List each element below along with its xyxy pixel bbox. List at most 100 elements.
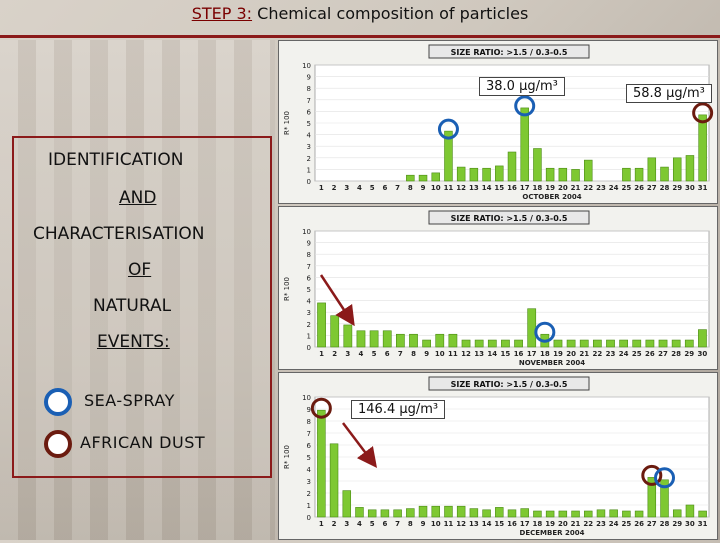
x-tick-label: 31: [698, 184, 708, 192]
x-tick-label: 9: [421, 520, 426, 528]
bar: [571, 169, 580, 182]
bar: [685, 155, 695, 182]
x-tick-label: 29: [672, 184, 682, 192]
x-tick-label: 8: [411, 350, 416, 358]
chart-panel-december: SIZE RATIO: >1.5 / 0.3-0.5 0 1 2 3 4 5 6 7 8 9 10 R*…: [278, 372, 718, 540]
x-tick-label: 14: [487, 350, 497, 358]
x-tick-label: 2: [332, 184, 337, 192]
legend-seaspray-label: SEA-SPRAY: [84, 391, 175, 410]
x-tick-label: 27: [658, 350, 668, 358]
x-tick-label: 17: [520, 184, 530, 192]
bar: [579, 339, 589, 348]
y-tick-label: 2: [307, 490, 311, 498]
bar: [395, 333, 405, 348]
x-tick-label: 25: [622, 184, 632, 192]
bar: [456, 166, 466, 182]
bar: [435, 333, 445, 348]
x-tick-label: 21: [571, 184, 581, 192]
chart-panel-october: SIZE RATIO: >1.5 / 0.3-0.5 0 1 2 3 4 5 6 7 8 9 10 R*…: [278, 40, 718, 204]
chart-december: SIZE RATIO: >1.5 / 0.3-0.5012345678910R*…: [283, 376, 710, 537]
y-tick-label: 5: [307, 286, 311, 294]
x-tick-label: 30: [685, 520, 695, 528]
bar: [622, 167, 631, 182]
y-tick-label: 10: [302, 62, 311, 70]
chart-title-box: [428, 376, 590, 391]
bar: [592, 339, 602, 348]
y-tick-label: 3: [307, 143, 311, 151]
event-circle: [514, 95, 536, 117]
x-tick-label: 14: [482, 184, 492, 192]
bar: [507, 151, 517, 182]
x-tick-label: 3: [344, 184, 349, 192]
bar: [482, 509, 491, 518]
y-axis-label: R* 100: [283, 111, 291, 135]
title-divider: [0, 35, 720, 38]
x-tick-label: 4: [359, 350, 364, 358]
bar: [698, 329, 707, 348]
bar: [584, 510, 593, 518]
bar: [645, 339, 655, 348]
bar: [444, 130, 453, 182]
bar: [596, 509, 606, 518]
bar: [545, 167, 555, 182]
x-tick-label: 12: [456, 520, 466, 528]
bar: [406, 508, 415, 518]
y-tick-label: 9: [307, 240, 311, 248]
bar: [507, 509, 517, 518]
x-tick-label: 19: [553, 350, 563, 358]
x-tick-label: 3: [344, 520, 349, 528]
event-circle: [641, 464, 663, 486]
bar: [698, 114, 707, 182]
x-tick-label: 5: [370, 184, 375, 192]
bar: [367, 509, 377, 518]
bar: [698, 510, 707, 518]
y-tick-label: 7: [307, 97, 311, 105]
x-tick-label: 15: [494, 184, 504, 192]
bar: [495, 507, 504, 518]
x-tick-label: 18: [540, 350, 550, 358]
x-tick-label: 7: [395, 520, 400, 528]
bar: [495, 165, 504, 182]
bar: [658, 339, 668, 348]
x-tick-label: 19: [545, 184, 555, 192]
x-axis-label: NOVEMBER 2004: [519, 359, 585, 367]
x-tick-label: 2: [332, 350, 337, 358]
x-tick-label: 26: [634, 520, 644, 528]
y-tick-label: 8: [307, 251, 311, 259]
bar: [558, 510, 568, 518]
x-tick-label: 24: [609, 520, 619, 528]
x-tick-label: 28: [671, 350, 681, 358]
bar: [448, 333, 458, 348]
bar: [418, 505, 428, 518]
x-tick-label: 11: [448, 350, 458, 358]
y-tick-label: 6: [307, 442, 312, 450]
bar: [487, 339, 497, 348]
y-tick-label: 2: [307, 321, 311, 329]
x-tick-label: 23: [596, 520, 606, 528]
bar: [558, 167, 568, 182]
y-tick-label: 6: [307, 108, 312, 116]
x-tick-label: 7: [395, 184, 400, 192]
x-tick-label: 9: [424, 350, 429, 358]
x-tick-label: 17: [527, 350, 537, 358]
bar: [527, 308, 537, 348]
x-tick-label: 27: [647, 520, 657, 528]
chart-title: SIZE RATIO: >1.5 / 0.3-0.5: [451, 214, 568, 223]
event-circle: [310, 397, 332, 419]
bar: [520, 107, 529, 182]
x-tick-label: 22: [583, 184, 593, 192]
bar: [566, 339, 576, 348]
bar: [684, 339, 694, 348]
bar: [647, 157, 657, 182]
bar: [622, 510, 631, 518]
chart-panel-november: SIZE RATIO: >1.5 / 0.3-0.5 0 1 2 3 4 5 6 7 8 9 10 R*…: [278, 206, 718, 370]
x-tick-label: 31: [698, 520, 708, 528]
bar: [317, 409, 326, 518]
x-axis-label: DECEMBER 2004: [520, 529, 585, 537]
y-tick-label: 0: [307, 178, 311, 186]
x-tick-label: 6: [382, 520, 387, 528]
bar: [393, 509, 402, 518]
bar: [431, 172, 440, 182]
bar: [380, 509, 390, 518]
x-tick-label: 8: [408, 184, 413, 192]
